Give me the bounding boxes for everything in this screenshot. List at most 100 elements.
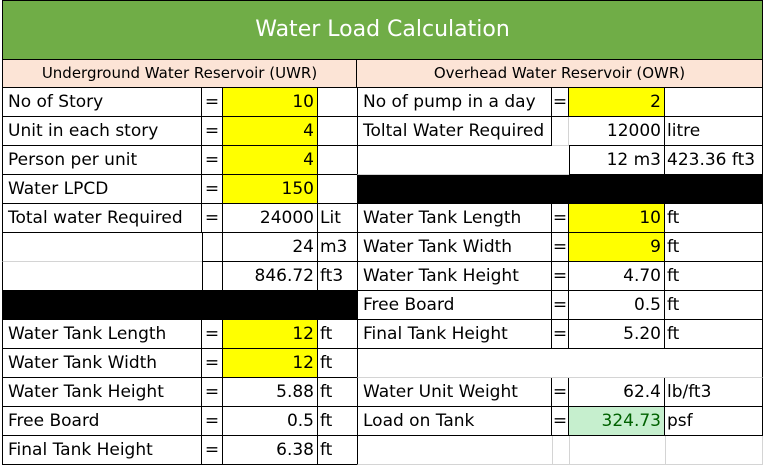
uwr-tank-length-input[interactable]: 12	[223, 320, 318, 349]
uwr-water-lpcd-unit[interactable]	[318, 175, 357, 204]
owr-final-height-eq[interactable]: =	[552, 320, 569, 349]
uwr-total-water-m3-unit[interactable]: m3	[318, 233, 357, 262]
owr-unit-weight-unit[interactable]: lb/ft3	[665, 378, 763, 407]
owr-total-water-eq[interactable]	[552, 117, 569, 146]
uwr-blank-label-7[interactable]	[2, 262, 202, 291]
owr-free-board-eq[interactable]: =	[552, 291, 569, 320]
owr-blank-unit-10[interactable]	[665, 349, 763, 378]
owr-pump-unit[interactable]	[665, 88, 763, 117]
uwr-total-water-ft3[interactable]: 846.72	[223, 262, 318, 291]
uwr-no-of-story-unit[interactable]	[318, 88, 357, 117]
owr-pump-eq[interactable]: =	[552, 88, 569, 117]
uwr-person-per-unit-eq[interactable]: =	[202, 146, 223, 175]
uwr-tank-height-label[interactable]: Water Tank Height	[2, 378, 202, 407]
owr-pump-input[interactable]: 2	[569, 88, 665, 117]
uwr-person-per-unit-input[interactable]: 4	[223, 146, 318, 175]
uwr-total-water-eq[interactable]: =	[202, 204, 223, 233]
uwr-unit-each-story-eq[interactable]: =	[202, 117, 223, 146]
owr-total-water-litre[interactable]: 12000	[569, 117, 665, 146]
uwr-total-water-m3[interactable]: 24	[223, 233, 318, 262]
uwr-free-board-eq[interactable]: =	[202, 407, 223, 436]
uwr-unit-each-story-label[interactable]: Unit in each story	[2, 117, 202, 146]
uwr-tank-length-unit[interactable]: ft	[318, 320, 357, 349]
owr-load-on-tank-eq[interactable]: =	[552, 407, 569, 436]
uwr-final-height-eq[interactable]: =	[202, 436, 223, 465]
title-row: Water Load Calculation	[0, 0, 765, 60]
owr-empty-label[interactable]	[357, 146, 552, 175]
owr-tank-height-value[interactable]: 4.70	[569, 262, 665, 291]
uwr-blank-label-6[interactable]	[2, 233, 202, 262]
owr-blank-label-13[interactable]	[357, 436, 552, 465]
uwr-tank-width-label[interactable]: Water Tank Width	[2, 349, 202, 378]
uwr-water-lpcd-input[interactable]: 150	[223, 175, 318, 204]
uwr-total-water-label[interactable]: Total water Required	[2, 204, 202, 233]
owr-final-height-label[interactable]: Final Tank Height	[357, 320, 552, 349]
owr-unit-weight-value[interactable]: 62.4	[569, 378, 665, 407]
uwr-tank-height-value[interactable]: 5.88	[223, 378, 318, 407]
uwr-water-lpcd-eq[interactable]: =	[202, 175, 223, 204]
uwr-tank-width-eq[interactable]: =	[202, 349, 223, 378]
owr-free-board-unit[interactable]: ft	[665, 291, 763, 320]
owr-blank-unit-13[interactable]	[665, 436, 763, 465]
owr-tank-width-label[interactable]: Water Tank Width	[357, 233, 552, 262]
uwr-total-water-ft3-unit[interactable]: ft3	[318, 262, 357, 291]
owr-pump-label[interactable]: No of pump in a day	[357, 88, 552, 117]
owr-blank-value-13[interactable]	[569, 436, 665, 465]
owr-empty-eq[interactable]	[552, 146, 569, 175]
uwr-tank-height-unit[interactable]: ft	[318, 378, 357, 407]
owr-blank-eq-10[interactable]	[552, 349, 569, 378]
uwr-tank-height-eq[interactable]: =	[202, 378, 223, 407]
owr-total-water-litre-unit[interactable]: litre	[665, 117, 763, 146]
uwr-no-of-story-eq[interactable]: =	[202, 88, 223, 117]
owr-total-water-m3[interactable]: 12 m3	[569, 146, 665, 175]
owr-tank-length-eq[interactable]: =	[552, 204, 569, 233]
uwr-tank-width-input[interactable]: 12	[223, 349, 318, 378]
owr-free-board-value[interactable]: 0.5	[569, 291, 665, 320]
uwr-final-height-unit[interactable]: ft	[318, 436, 357, 465]
uwr-total-water-lit-unit[interactable]: Lit	[318, 204, 357, 233]
owr-tank-height-eq[interactable]: =	[552, 262, 569, 291]
owr-total-water-label[interactable]: Toltal Water Required	[357, 117, 552, 146]
owr-blank-value-10[interactable]	[569, 349, 665, 378]
owr-load-on-tank-label[interactable]: Load on Tank	[357, 407, 552, 436]
owr-load-on-tank-unit[interactable]: psf	[665, 407, 763, 436]
uwr-header[interactable]: Underground Water Reservoir (UWR)	[2, 60, 357, 88]
uwr-person-per-unit-unit[interactable]	[318, 146, 357, 175]
uwr-blank-eq-6[interactable]	[202, 233, 223, 262]
uwr-final-height-label[interactable]: Final Tank Height	[2, 436, 202, 465]
uwr-blank-eq-7[interactable]	[202, 262, 223, 291]
sheet-title[interactable]: Water Load Calculation	[2, 0, 763, 60]
uwr-water-lpcd-label[interactable]: Water LPCD	[2, 175, 202, 204]
owr-free-board-label[interactable]: Free Board	[357, 291, 552, 320]
uwr-tank-width-unit[interactable]: ft	[318, 349, 357, 378]
uwr-no-of-story-input[interactable]: 10	[223, 88, 318, 117]
owr-header[interactable]: Overhead Water Reservoir (OWR)	[357, 60, 763, 88]
owr-blank-label-10[interactable]	[357, 349, 552, 378]
owr-tank-width-input[interactable]: 9	[569, 233, 665, 262]
owr-tank-height-unit[interactable]: ft	[665, 262, 763, 291]
uwr-free-board-unit[interactable]: ft	[318, 407, 357, 436]
uwr-free-board-label[interactable]: Free Board	[2, 407, 202, 436]
uwr-total-water-lit[interactable]: 24000	[223, 204, 318, 233]
owr-blank-eq-13[interactable]	[552, 436, 569, 465]
uwr-tank-length-eq[interactable]: =	[202, 320, 223, 349]
owr-tank-width-unit[interactable]: ft	[665, 233, 763, 262]
owr-tank-length-label[interactable]: Water Tank Length	[357, 204, 552, 233]
owr-tank-length-unit[interactable]: ft	[665, 204, 763, 233]
uwr-tank-length-label[interactable]: Water Tank Length	[2, 320, 202, 349]
owr-tank-length-input[interactable]: 10	[569, 204, 665, 233]
uwr-person-per-unit-label[interactable]: Person per unit	[2, 146, 202, 175]
uwr-unit-each-story-input[interactable]: 4	[223, 117, 318, 146]
owr-unit-weight-eq[interactable]: =	[552, 378, 569, 407]
owr-final-height-value[interactable]: 5.20	[569, 320, 665, 349]
owr-final-height-unit[interactable]: ft	[665, 320, 763, 349]
owr-load-on-tank-value[interactable]: 324.73	[569, 407, 665, 436]
uwr-free-board-value[interactable]: 0.5	[223, 407, 318, 436]
owr-tank-width-eq[interactable]: =	[552, 233, 569, 262]
owr-total-water-ft3[interactable]: 423.36 ft3	[665, 146, 763, 175]
uwr-no-of-story-label[interactable]: No of Story	[2, 88, 202, 117]
uwr-unit-each-story-unit[interactable]	[318, 117, 357, 146]
uwr-final-height-value[interactable]: 6.38	[223, 436, 318, 465]
owr-unit-weight-label[interactable]: Water Unit Weight	[357, 378, 552, 407]
owr-tank-height-label[interactable]: Water Tank Height	[357, 262, 552, 291]
